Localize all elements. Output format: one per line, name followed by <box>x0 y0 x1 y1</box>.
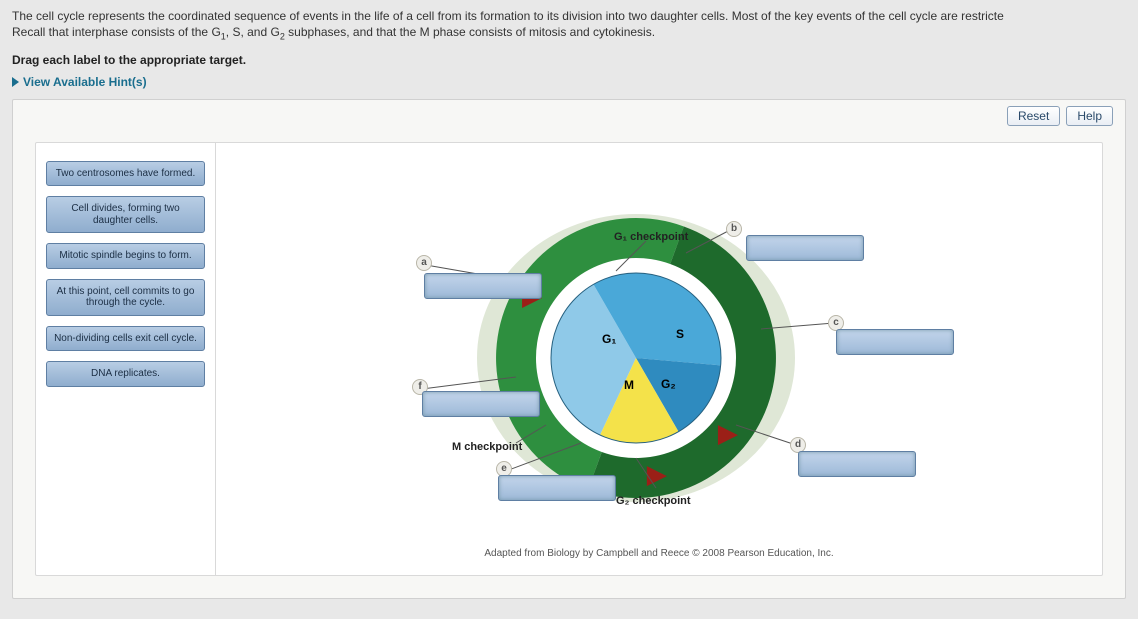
drop-target[interactable] <box>798 451 916 477</box>
drop-target[interactable] <box>422 391 540 417</box>
caption-g2-checkpoint: G₂ checkpoint <box>616 495 691 507</box>
drop-target[interactable] <box>424 273 542 299</box>
help-button[interactable]: Help <box>1066 106 1113 126</box>
draggable-label[interactable]: DNA replicates. <box>46 361 205 387</box>
draggable-label[interactable]: Non-dividing cells exit cell cycle. <box>46 326 205 352</box>
target-marker: b <box>726 221 742 237</box>
intro-text: The cell cycle represents the coordinate… <box>12 8 1126 43</box>
target-marker: a <box>416 255 432 271</box>
reset-button[interactable]: Reset <box>1007 106 1060 126</box>
draggable-label[interactable]: Cell divides, forming two daughter cells… <box>46 196 205 233</box>
drop-target[interactable] <box>836 329 954 355</box>
svg-text:G₁: G₁ <box>602 332 616 346</box>
activity-panel: Reset Help Two centrosomes have formed. C… <box>12 99 1126 599</box>
hints-label: View Available Hint(s) <box>23 75 147 89</box>
credit-text: Adapted from Biology by Campbell and Ree… <box>484 548 833 559</box>
svg-text:G₂: G₂ <box>661 377 676 391</box>
caption-g1-checkpoint: G₁ checkpoint <box>614 231 688 243</box>
drop-target[interactable] <box>498 475 616 501</box>
instruction-text: Drag each label to the appropriate targe… <box>12 53 1126 67</box>
view-hints-toggle[interactable]: View Available Hint(s) <box>12 75 1126 89</box>
work-area: Two centrosomes have formed. Cell divides… <box>35 142 1103 576</box>
caption-m-checkpoint: M checkpoint <box>452 441 522 453</box>
labels-column: Two centrosomes have formed. Cell divides… <box>36 143 216 575</box>
drop-target[interactable] <box>746 235 864 261</box>
svg-text:S: S <box>676 327 684 341</box>
draggable-label[interactable]: Two centrosomes have formed. <box>46 161 205 187</box>
svg-text:M: M <box>624 378 634 392</box>
diagram-canvas: G₁ S G₂ M G₁ checkpoint G₂ checkpoint M che… <box>216 143 1102 575</box>
draggable-label[interactable]: Mitotic spindle begins to form. <box>46 243 205 269</box>
chevron-right-icon <box>12 77 19 87</box>
draggable-label[interactable]: At this point, cell commits to go throug… <box>46 279 205 316</box>
